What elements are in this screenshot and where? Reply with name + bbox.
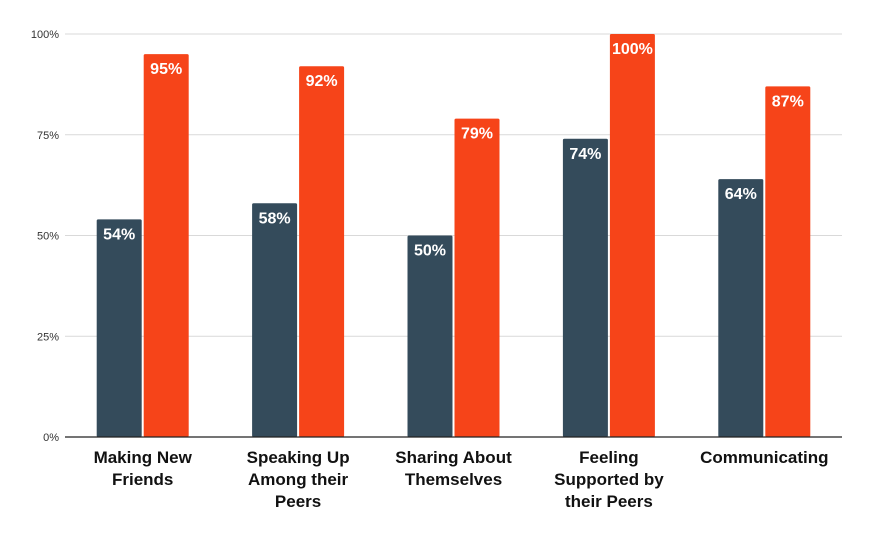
category-label: Communicating — [700, 448, 828, 467]
category-label-line: Making New — [94, 448, 193, 467]
category-label: Sharing About Themselves — [395, 448, 512, 489]
category-label-line: Supported by — [554, 470, 664, 489]
bar-series-2 — [143, 54, 189, 438]
category-label-line: Friends — [112, 470, 173, 489]
data-label: 87% — [772, 93, 804, 110]
data-label: 79% — [461, 126, 493, 143]
bar-series-1 — [252, 203, 298, 437]
x-axis-categories: Making New Friends Speaking Up Among their P… — [94, 448, 829, 511]
category-label-line: Speaking Up — [247, 448, 350, 467]
data-label: 50% — [414, 243, 446, 260]
data-label: 64% — [725, 186, 757, 203]
bar-series-1 — [562, 138, 608, 437]
data-label: 92% — [306, 73, 338, 90]
bar-series-2 — [299, 66, 345, 438]
bar-series-2 — [454, 118, 500, 437]
bars — [96, 34, 811, 438]
category-label-line: Communicating — [700, 448, 828, 467]
bar-series-1 — [407, 235, 453, 437]
bar-series-1 — [96, 219, 142, 437]
gridlines — [65, 33, 842, 337]
y-tick-label: 50% — [37, 231, 59, 243]
category-label-line: their Peers — [565, 492, 653, 511]
data-label: 100% — [612, 41, 653, 58]
y-tick-label: 100% — [31, 29, 59, 41]
category-label-line: Peers — [275, 492, 321, 511]
category-label: Making New Friends — [94, 448, 193, 489]
category-label-line: Themselves — [405, 470, 502, 489]
bar-series-2 — [609, 34, 655, 437]
category-label-line: Sharing About — [395, 448, 512, 467]
y-tick-label: 25% — [37, 331, 59, 343]
data-label: 54% — [103, 226, 135, 243]
data-label: 74% — [569, 146, 601, 163]
y-axis-ticks: 0% 25% 50% 75% 100% — [31, 29, 59, 444]
category-label-line: Among their — [248, 470, 348, 489]
y-tick-label: 0% — [43, 432, 59, 444]
category-label-line: Feeling — [579, 448, 639, 467]
data-label: 58% — [259, 210, 291, 227]
category-label: Feeling Supported by their Peers — [554, 448, 664, 511]
bar-series-2 — [765, 86, 811, 437]
bar-series-1 — [718, 179, 764, 437]
y-tick-label: 75% — [37, 130, 59, 142]
category-label: Speaking Up Among their Peers — [247, 448, 350, 511]
data-labels: 54% 95% 58% 92% 50% 79% 74% 100% 64% 87% — [103, 41, 804, 260]
data-label: 95% — [150, 61, 182, 78]
